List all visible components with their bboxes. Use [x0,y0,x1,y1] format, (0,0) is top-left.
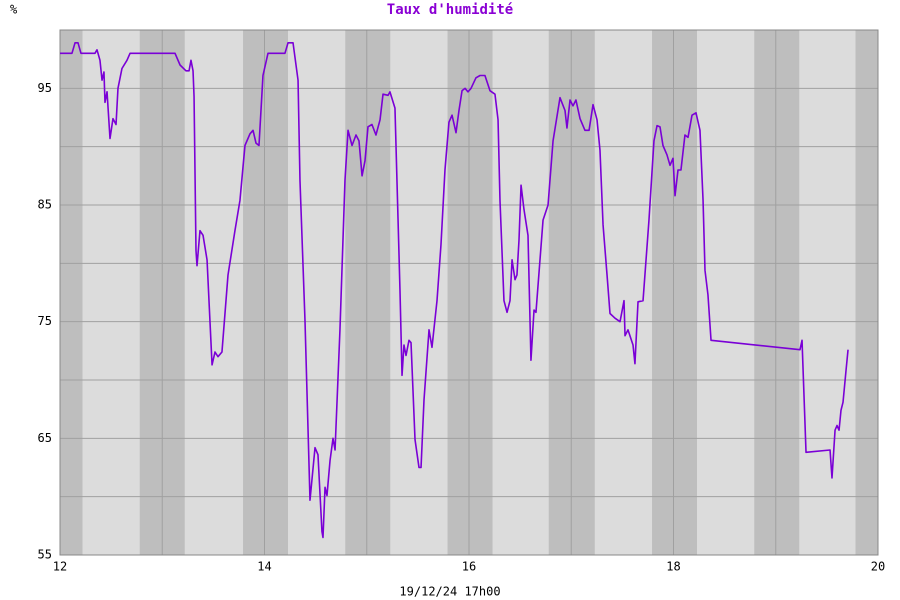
night-band [60,30,83,555]
night-band [243,30,289,555]
night-band [447,30,493,555]
x-tick-label: 20 [871,560,885,574]
y-tick-label: 95 [38,81,52,95]
y-unit: % [10,3,18,17]
footer-date: 19/12/24 17h00 [399,585,500,599]
y-tick-label: 65 [38,431,52,445]
x-tick-label: 16 [462,560,476,574]
x-tick-label: 12 [53,560,67,574]
night-band [548,30,595,555]
y-tick-label: 75 [38,314,52,328]
night-band [754,30,800,555]
x-tick-label: 14 [257,560,271,574]
plot-border [59,29,879,556]
humidity-line [60,42,849,539]
y-tick-label: 55 [38,548,52,562]
night-band [855,30,878,555]
y-tick-label: 85 [38,198,52,212]
night-band [652,30,698,555]
chart-title: Taux d'humidité [387,2,513,18]
night-band [345,30,391,555]
x-tick-label: 18 [666,560,680,574]
